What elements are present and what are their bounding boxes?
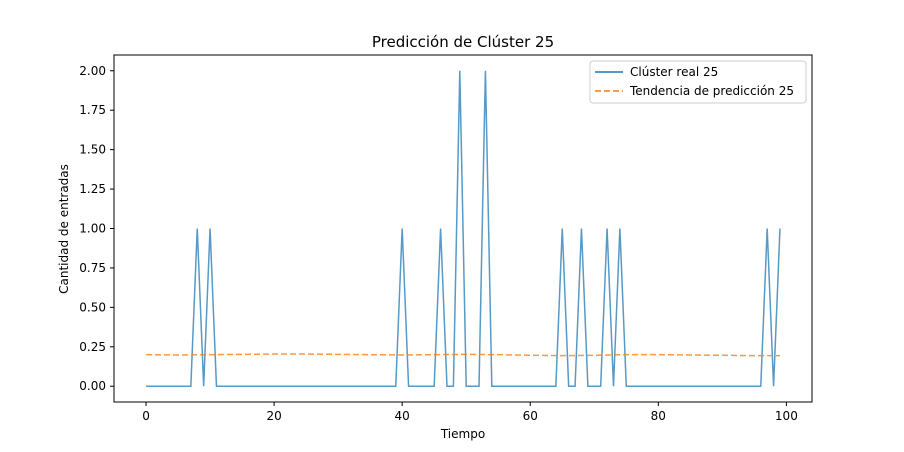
series-line-1 bbox=[146, 70, 781, 387]
x-tick-label: 40 bbox=[395, 409, 410, 423]
y-tick-label: 0.50 bbox=[79, 300, 106, 314]
y-tick-label: 0.25 bbox=[79, 340, 106, 354]
series-line-2 bbox=[146, 353, 780, 357]
y-tick-label: 1.25 bbox=[79, 182, 106, 196]
y-tick-label: 1.00 bbox=[79, 222, 106, 236]
y-tick-label: 0.75 bbox=[79, 261, 106, 275]
x-tick-label: 80 bbox=[651, 409, 666, 423]
y-axis: 0.00 0.25 0.50 0.75 1.00 1.25 1.50 1.75 2.00 bbox=[79, 64, 114, 393]
legend: Clúster real 25 Tendencia de predicción 2… bbox=[589, 60, 807, 104]
x-tick-label: 0 bbox=[142, 409, 150, 423]
x-tick-label: 60 bbox=[523, 409, 538, 423]
legend-label-2: Tendencia de predicción 25 bbox=[629, 84, 794, 98]
x-tick-label: 100 bbox=[775, 409, 798, 423]
x-axis-label: Tiempo bbox=[440, 427, 485, 441]
x-axis: 0 20 40 60 80 100 bbox=[142, 402, 798, 423]
chart-title: Predicción de Clúster 25 bbox=[372, 33, 554, 51]
x-tick-label: 20 bbox=[266, 409, 281, 423]
y-tick-label: 0.00 bbox=[79, 379, 106, 393]
y-tick-label: 1.50 bbox=[79, 143, 106, 157]
legend-label-1: Clúster real 25 bbox=[630, 65, 718, 79]
legend-box bbox=[589, 60, 807, 104]
y-axis-label: Cantidad de entradas bbox=[57, 164, 71, 294]
y-tick-label: 2.00 bbox=[79, 64, 106, 78]
y-tick-label: 1.75 bbox=[79, 103, 106, 117]
